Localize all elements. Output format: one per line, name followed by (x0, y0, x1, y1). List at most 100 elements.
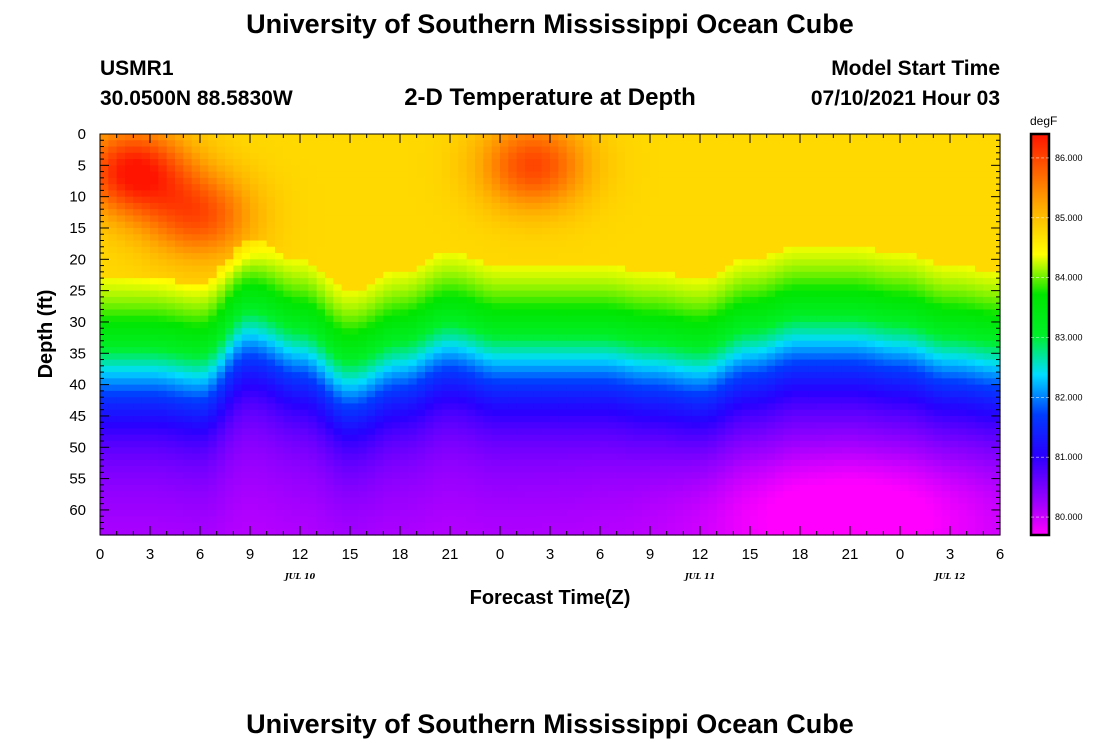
heatmap-cell (341, 516, 351, 524)
heatmap-cell (225, 409, 234, 417)
heatmap-cell (150, 134, 159, 141)
heatmap-cell (100, 284, 109, 292)
heatmap-cell (183, 459, 193, 467)
heatmap-cell (475, 372, 484, 379)
heatmap-cell (508, 303, 518, 311)
heatmap-cell (316, 353, 326, 361)
heatmap-cell (283, 340, 293, 348)
heatmap-cell (225, 278, 234, 285)
heatmap-cell (316, 296, 326, 304)
heatmap-cell (458, 334, 468, 342)
heatmap-cell (325, 246, 334, 254)
heatmap-cell (300, 478, 309, 486)
heatmap-cell (333, 384, 343, 392)
heatmap-cell (408, 372, 418, 379)
heatmap-cell (525, 340, 534, 348)
heatmap-cell (308, 165, 318, 173)
heatmap-cell (508, 409, 518, 417)
heatmap-cell (175, 177, 184, 185)
heatmap-cell (275, 278, 284, 285)
heatmap-cell (516, 240, 526, 248)
heatmap-cell (358, 390, 368, 398)
heatmap-cell (516, 484, 526, 492)
heatmap-cell (466, 422, 476, 430)
heatmap-cell (316, 177, 326, 185)
heatmap-cell (691, 328, 701, 336)
heatmap-cell (525, 296, 534, 304)
heatmap-cell (158, 221, 168, 229)
heatmap-cell (650, 234, 659, 242)
heatmap-cell (425, 459, 434, 467)
heatmap-cell (416, 271, 426, 279)
heatmap-cell (183, 152, 193, 160)
heatmap-cell (433, 453, 443, 461)
heatmap-cell (550, 221, 559, 229)
heatmap-cell (141, 459, 151, 467)
heatmap-cell (583, 365, 593, 373)
heatmap-cell (100, 397, 109, 405)
heatmap-cell (408, 259, 418, 267)
heatmap-cell (400, 140, 409, 148)
heatmap-cell (241, 472, 251, 480)
heatmap-cell (241, 177, 251, 185)
heatmap-cell (200, 503, 209, 511)
heatmap-cell (391, 265, 401, 273)
heatmap-cell (466, 134, 476, 141)
heatmap-cell (308, 315, 318, 323)
heatmap-cell (116, 384, 126, 392)
heatmap-cell (341, 140, 351, 148)
heatmap-cell (358, 196, 368, 204)
heatmap-cell (291, 202, 301, 210)
heatmap-cell (733, 384, 743, 392)
heatmap-cell (233, 202, 243, 210)
heatmap-cell (700, 390, 709, 398)
heatmap-cell (116, 265, 126, 273)
heatmap-cell (683, 528, 693, 536)
heatmap-cell (708, 509, 718, 517)
heatmap-cell (391, 259, 401, 267)
heatmap-cell (375, 484, 384, 492)
heatmap-cell (633, 384, 643, 392)
heatmap-cell (691, 447, 701, 455)
heatmap-cell (216, 478, 226, 486)
heatmap-cell (391, 365, 401, 373)
heatmap-cell (491, 503, 501, 511)
heatmap-cell (250, 522, 259, 530)
heatmap-cell (625, 340, 634, 348)
heatmap-cell (333, 140, 343, 148)
heatmap-cell (308, 347, 318, 354)
heatmap-cell (541, 472, 551, 480)
heatmap-cell (716, 253, 726, 260)
heatmap-cell (150, 328, 159, 336)
heatmap-cell (391, 434, 401, 442)
heatmap-cell (150, 422, 159, 430)
heatmap-cell (725, 415, 734, 423)
heatmap-cell (533, 296, 543, 304)
heatmap-cell (716, 146, 726, 154)
heatmap-cell (491, 509, 501, 517)
heatmap-cell (508, 347, 518, 354)
heatmap-cell (200, 171, 209, 179)
heatmap-cell (283, 516, 293, 524)
heatmap-cell (633, 240, 643, 248)
heatmap-cell (266, 303, 276, 311)
heatmap-cell (733, 284, 743, 292)
heatmap-cell (508, 265, 518, 273)
heatmap-cell (583, 334, 593, 342)
heatmap-cell (591, 271, 601, 279)
heatmap-cell (116, 509, 126, 517)
heatmap-cell (550, 528, 559, 536)
heatmap-cell (558, 234, 568, 242)
heatmap-cell (316, 315, 326, 323)
heatmap-cell (391, 290, 401, 298)
heatmap-cell (558, 159, 568, 166)
heatmap-cell (291, 353, 301, 361)
heatmap-cell (241, 453, 251, 461)
heatmap-cell (433, 365, 443, 373)
heatmap-cell (583, 372, 593, 379)
heatmap-cell (483, 422, 493, 430)
heatmap-cell (666, 390, 676, 398)
heatmap-cell (450, 472, 459, 480)
heatmap-cell (483, 227, 493, 235)
heatmap-cell (300, 434, 309, 442)
